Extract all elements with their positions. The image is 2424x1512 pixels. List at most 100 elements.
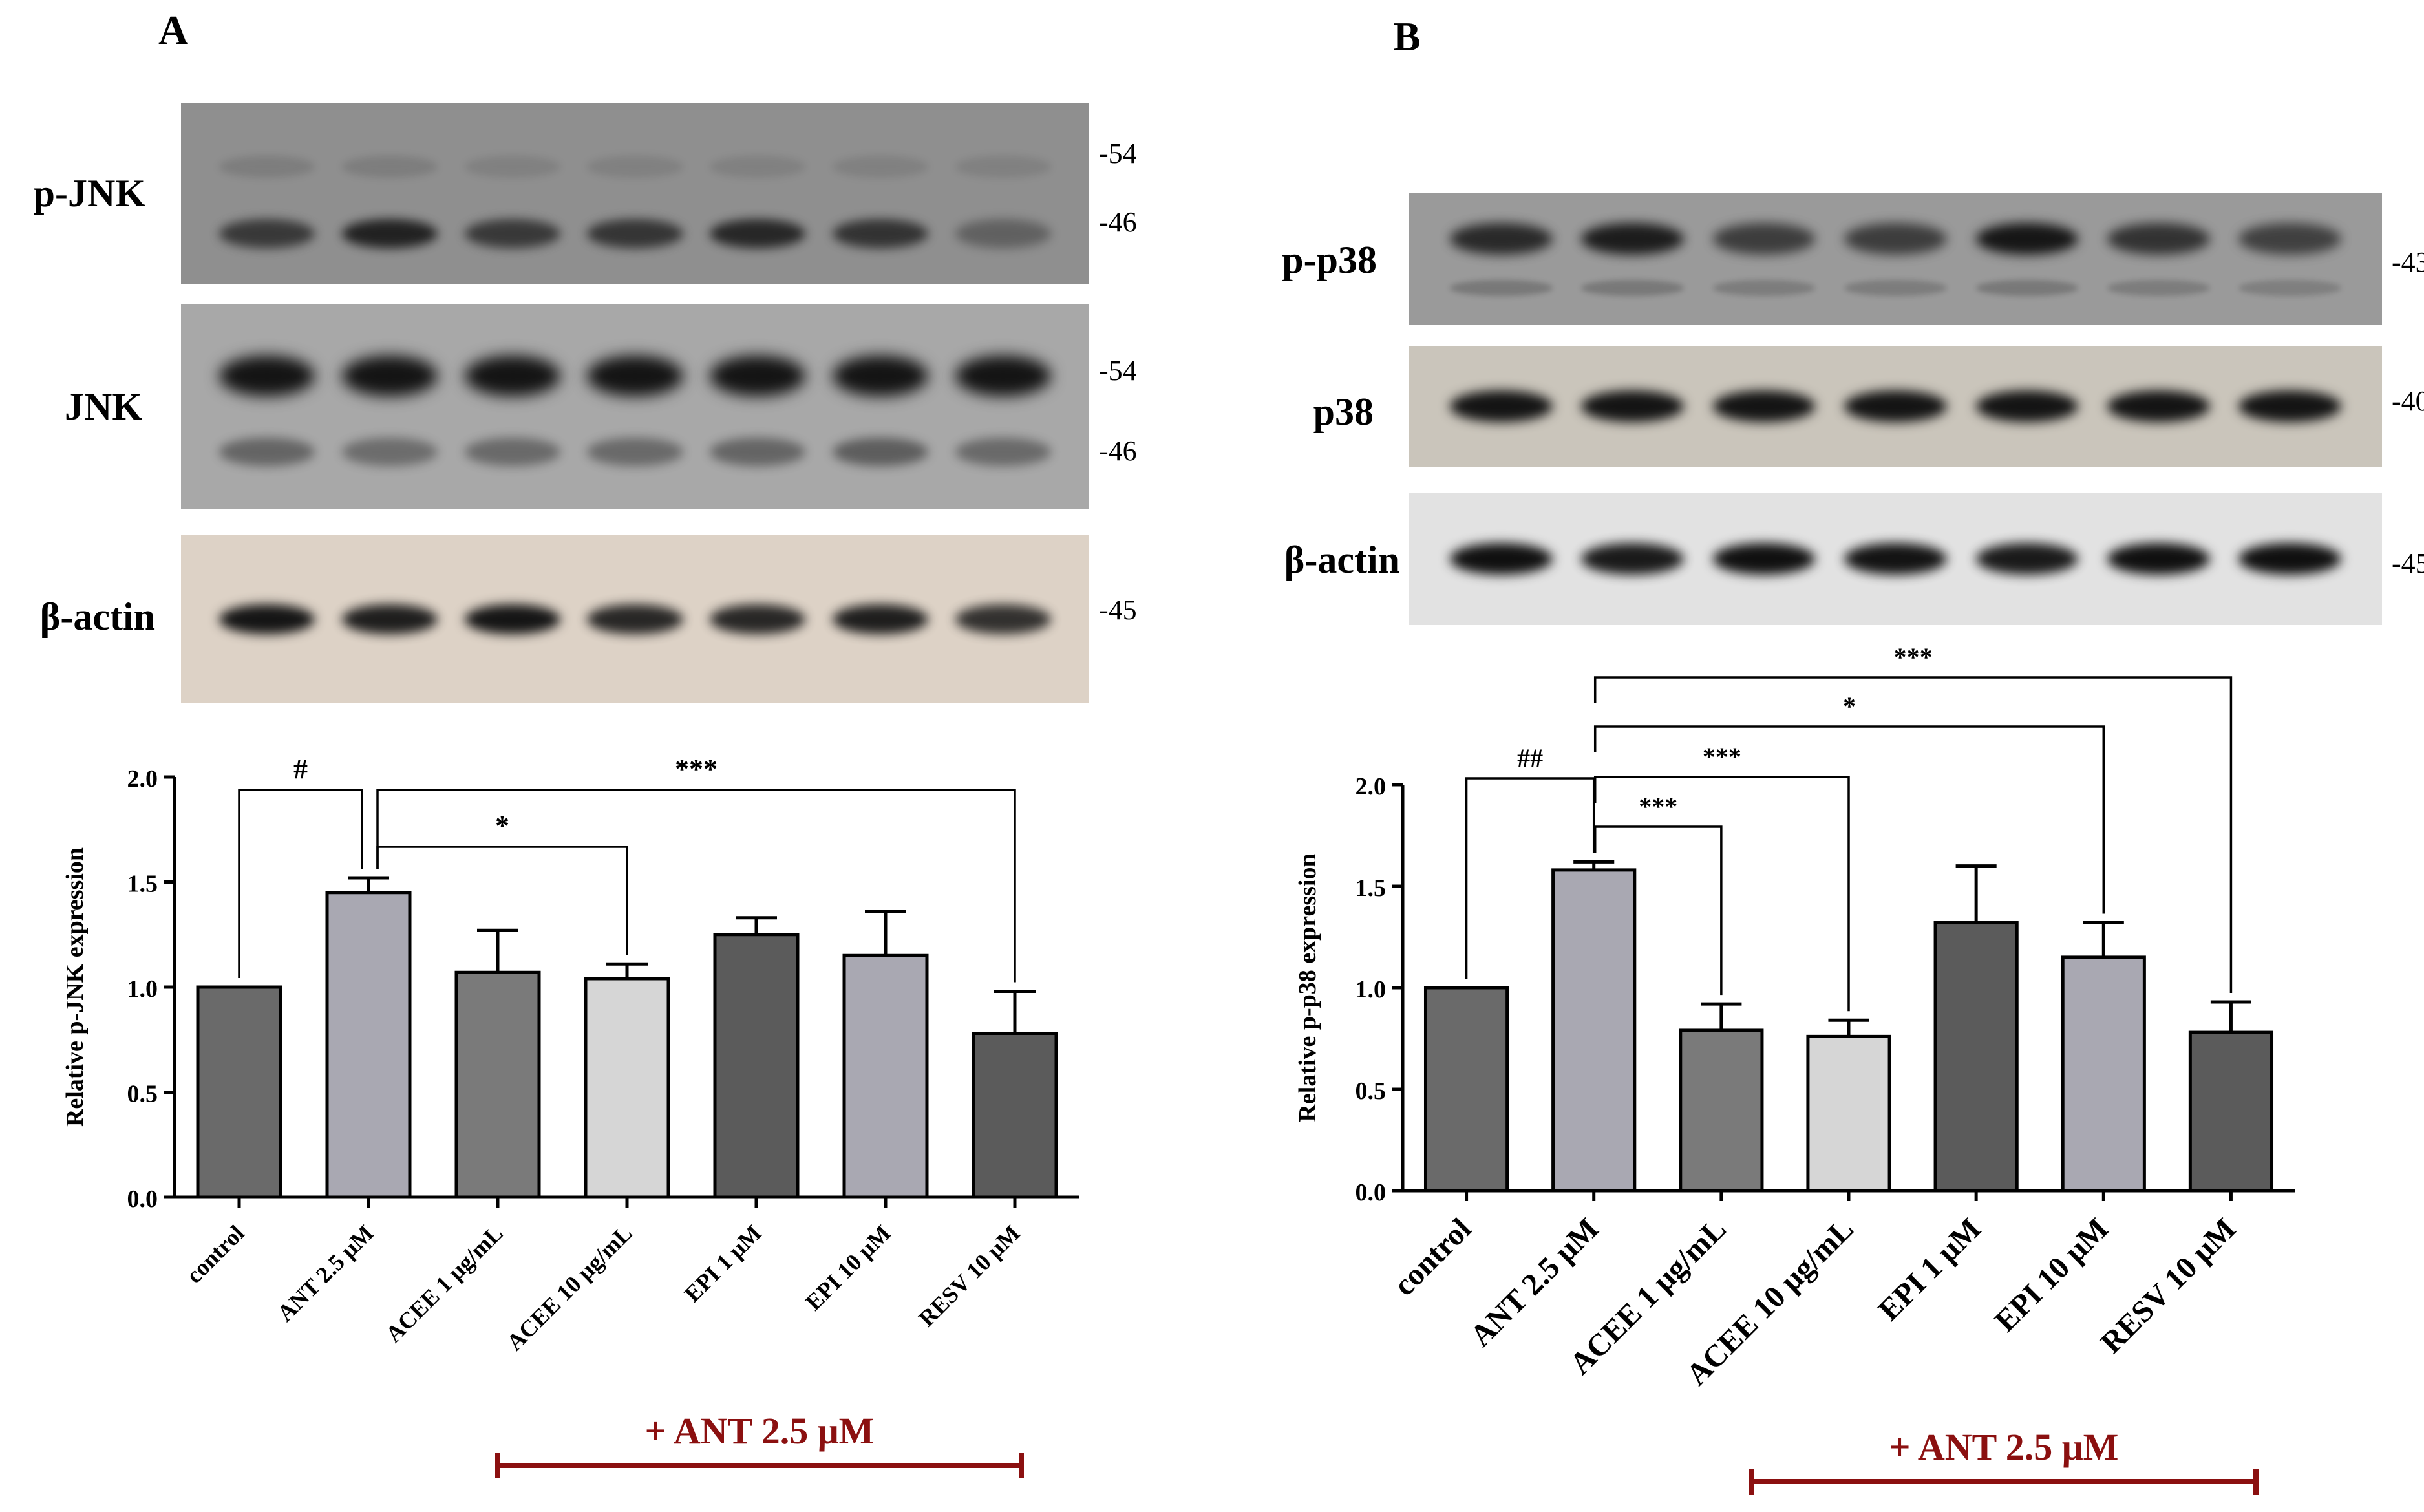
y-tick-label: 2.0: [127, 765, 158, 793]
blot-band: [2238, 390, 2341, 422]
blot-band: [587, 355, 683, 397]
mw-marker: -45: [2392, 548, 2424, 579]
blot-band: [955, 219, 1052, 248]
blot-band: [464, 156, 560, 178]
blot-band: [1581, 542, 1685, 575]
blot-p-jnk: [181, 103, 1089, 284]
blot-band: [1450, 542, 1553, 575]
bar: [713, 933, 800, 1199]
blot-band: [710, 355, 806, 397]
blot-band: [1844, 542, 1947, 575]
x-tick-label: control: [181, 1220, 250, 1288]
y-tick-label: 1.0: [127, 975, 158, 1003]
significance-label: ***: [1703, 742, 1741, 771]
treatment-bracket: [1745, 1469, 2262, 1495]
treatment-annotation: + ANT 2.5 μM: [491, 1409, 1028, 1478]
blot-jnk: [181, 304, 1089, 509]
blot-band: [587, 437, 683, 467]
blot-band: [341, 437, 438, 467]
blot-band: [1712, 223, 1816, 255]
blot-band: [955, 437, 1052, 467]
blot-band: [1975, 223, 2079, 255]
y-tick-label: 0.0: [127, 1186, 158, 1213]
blot-band: [464, 355, 560, 397]
significance-label: ***: [1894, 643, 1933, 672]
significance-label: ##: [1517, 743, 1543, 772]
x-tick-label: ANT 2.5 μM: [1463, 1211, 1605, 1353]
x-tick-label: ACEE 10 μg/mL: [502, 1220, 637, 1356]
blot-band: [2107, 280, 2210, 296]
bar: [1933, 921, 2019, 1193]
blot-p38: [1409, 346, 2382, 467]
significance-label: *: [1843, 692, 1856, 721]
x-tick-label: EPI 1 μM: [679, 1220, 767, 1307]
x-tick-label: RESV 10 μM: [2094, 1211, 2243, 1360]
blot-band: [218, 437, 315, 467]
blot-band: [2107, 390, 2210, 422]
treatment-bracket: [491, 1453, 1028, 1478]
significance-bracket: [376, 846, 628, 955]
significance-bracket: [376, 789, 1016, 983]
blot-band: [1581, 280, 1685, 296]
mw-marker: -43: [2392, 246, 2424, 278]
blot-band: [2238, 223, 2341, 255]
blot-band: [1450, 223, 1553, 255]
blot-band: [218, 355, 315, 397]
blot-band: [833, 437, 929, 467]
significance-label: *: [495, 810, 509, 842]
blot-label-jnk: JNK: [65, 385, 142, 428]
blot-beta-actin: [1409, 493, 2382, 625]
blot-band: [710, 156, 806, 178]
blot-label-p-p38: p-p38: [1282, 239, 1377, 281]
blot-band: [1581, 390, 1685, 422]
significance-bracket: [1593, 676, 2233, 993]
blot-band: [218, 219, 315, 248]
bar: [2188, 1030, 2274, 1193]
x-tick-label: ANT 2.5 μM: [272, 1220, 379, 1326]
bar: [325, 891, 412, 1199]
significance-bracket: [1465, 777, 1595, 979]
blot-band: [710, 604, 806, 635]
treatment-annotation: + ANT 2.5 μM: [1745, 1425, 2262, 1495]
x-tick-label: EPI 10 μM: [800, 1220, 895, 1315]
blot-band: [464, 219, 560, 248]
significance-label: ***: [1639, 792, 1677, 821]
bar-chart-p-p38: 0.0 0.5 1.0 1.5 2.0 Relative p-p38 expression…: [1294, 643, 2295, 1392]
mw-marker: -45: [1099, 594, 1137, 626]
blot-band: [955, 156, 1052, 178]
bar: [196, 985, 282, 1199]
x-tick-label: ACEE 1 μg/mL: [381, 1220, 508, 1347]
blot-band: [833, 355, 929, 397]
x-tick-label: RESV 10 μM: [913, 1220, 1025, 1331]
blot-band: [1581, 223, 1685, 255]
blot-p-p38: [1409, 193, 2382, 325]
blot-band: [1844, 280, 1947, 296]
blot-band: [341, 219, 438, 248]
blot-band: [587, 219, 683, 248]
mw-marker: -54: [1099, 138, 1137, 169]
blot-label-p38: p38: [1313, 390, 1374, 433]
blot-band: [2238, 542, 2341, 575]
bar: [1551, 868, 1637, 1193]
y-tick-label: 0.5: [127, 1081, 158, 1108]
y-tick-label: 0.0: [1356, 1179, 1387, 1206]
significance-label: #: [293, 753, 308, 785]
blot-band: [341, 355, 438, 397]
mw-marker: -40: [2392, 385, 2424, 417]
blot-band: [1975, 542, 2079, 575]
blot-band: [1975, 390, 2079, 422]
treatment-label: + ANT 2.5 μM: [644, 1410, 875, 1452]
blot-band: [1712, 542, 1816, 575]
blot-label-beta-actin: β-actin: [39, 595, 155, 638]
y-tick-label: 1.5: [1356, 875, 1387, 902]
blot-band: [955, 604, 1052, 635]
bar: [1679, 1028, 1764, 1193]
blot-band: [464, 604, 560, 635]
treatment-label: + ANT 2.5 μM: [1889, 1426, 2119, 1468]
bar: [454, 970, 541, 1199]
blot-band: [464, 437, 560, 467]
mw-marker: -46: [1099, 206, 1137, 238]
blot-band: [1712, 280, 1816, 296]
y-axis-label: Relative p-p38 expression: [1294, 853, 1321, 1122]
bar: [584, 977, 670, 1199]
